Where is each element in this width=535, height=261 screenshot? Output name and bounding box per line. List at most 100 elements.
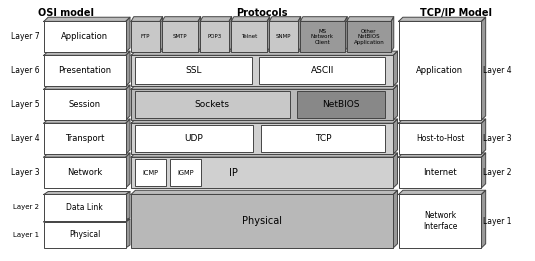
Polygon shape bbox=[399, 119, 486, 123]
Polygon shape bbox=[393, 85, 398, 120]
Polygon shape bbox=[229, 17, 232, 52]
Bar bbox=[44, 157, 126, 188]
Bar bbox=[261, 125, 385, 152]
Polygon shape bbox=[44, 51, 130, 55]
Bar bbox=[259, 57, 385, 84]
Text: NetBIOS: NetBIOS bbox=[323, 100, 360, 109]
Text: ASCII: ASCII bbox=[311, 66, 334, 75]
Text: IGMP: IGMP bbox=[177, 170, 194, 175]
Polygon shape bbox=[393, 153, 398, 188]
Polygon shape bbox=[347, 17, 394, 21]
Text: Internet: Internet bbox=[423, 168, 457, 177]
Polygon shape bbox=[393, 51, 398, 86]
Text: ICMP: ICMP bbox=[142, 170, 158, 175]
Text: SNMP: SNMP bbox=[276, 34, 292, 39]
Polygon shape bbox=[131, 51, 398, 55]
Polygon shape bbox=[126, 119, 130, 154]
Bar bbox=[131, 55, 393, 86]
Polygon shape bbox=[44, 17, 130, 21]
Text: Application: Application bbox=[416, 66, 463, 75]
Bar bbox=[44, 123, 126, 154]
Bar bbox=[170, 159, 201, 186]
Bar bbox=[269, 21, 298, 52]
Text: MS
Network
Client: MS Network Client bbox=[311, 28, 334, 45]
Bar bbox=[135, 125, 253, 152]
Text: OSI model: OSI model bbox=[37, 8, 94, 18]
Bar bbox=[135, 159, 166, 186]
Text: Layer 2: Layer 2 bbox=[13, 205, 39, 210]
Bar bbox=[297, 91, 385, 118]
Text: POP3: POP3 bbox=[208, 34, 221, 39]
Text: Layer 5: Layer 5 bbox=[11, 100, 40, 109]
Bar bbox=[399, 21, 482, 120]
Text: Session: Session bbox=[68, 100, 101, 109]
Bar bbox=[399, 157, 482, 188]
Polygon shape bbox=[131, 17, 163, 21]
Text: Network
Interface: Network Interface bbox=[423, 211, 457, 231]
Polygon shape bbox=[126, 85, 130, 120]
Bar bbox=[44, 194, 126, 221]
Polygon shape bbox=[131, 190, 398, 194]
Polygon shape bbox=[131, 153, 398, 157]
Polygon shape bbox=[131, 119, 398, 123]
Polygon shape bbox=[131, 85, 398, 89]
Text: Telnet: Telnet bbox=[241, 34, 257, 39]
Polygon shape bbox=[44, 85, 130, 89]
Polygon shape bbox=[482, 17, 486, 120]
Text: TCP: TCP bbox=[315, 134, 331, 143]
Text: Layer 3: Layer 3 bbox=[483, 134, 512, 143]
Polygon shape bbox=[482, 190, 486, 248]
Text: IP: IP bbox=[229, 168, 238, 177]
Bar bbox=[131, 157, 393, 188]
Polygon shape bbox=[393, 190, 398, 248]
Text: Physical: Physical bbox=[242, 216, 282, 226]
Text: Application: Application bbox=[61, 32, 109, 41]
Text: SSL: SSL bbox=[185, 66, 202, 75]
Text: Layer 2: Layer 2 bbox=[483, 168, 512, 177]
Text: Layer 1: Layer 1 bbox=[483, 217, 512, 226]
Bar bbox=[135, 91, 290, 118]
Polygon shape bbox=[200, 17, 232, 21]
Bar bbox=[44, 222, 126, 248]
Text: Layer 6: Layer 6 bbox=[11, 66, 40, 75]
Polygon shape bbox=[482, 119, 486, 154]
Text: Layer 7: Layer 7 bbox=[11, 32, 40, 41]
Polygon shape bbox=[399, 17, 486, 21]
Text: Data Link: Data Link bbox=[66, 203, 103, 212]
Polygon shape bbox=[44, 119, 130, 123]
Bar bbox=[200, 21, 229, 52]
Polygon shape bbox=[126, 153, 130, 188]
Text: SMTP: SMTP bbox=[173, 34, 187, 39]
Bar bbox=[44, 89, 126, 120]
Bar bbox=[131, 21, 160, 52]
Polygon shape bbox=[126, 51, 130, 86]
Text: Host-to-Host: Host-to-Host bbox=[416, 134, 464, 143]
Bar bbox=[399, 194, 482, 248]
Bar bbox=[131, 123, 393, 154]
Text: Other
NetBIOS
Application: Other NetBIOS Application bbox=[354, 28, 384, 45]
Text: Physical: Physical bbox=[69, 230, 101, 239]
Polygon shape bbox=[298, 17, 301, 52]
Text: FTP: FTP bbox=[141, 34, 150, 39]
Polygon shape bbox=[44, 153, 130, 157]
Polygon shape bbox=[198, 17, 201, 52]
Polygon shape bbox=[300, 17, 347, 21]
Polygon shape bbox=[393, 119, 398, 154]
Text: Sockets: Sockets bbox=[195, 100, 230, 109]
Bar bbox=[131, 194, 393, 248]
Text: Protocols: Protocols bbox=[236, 8, 288, 18]
Text: Layer 4: Layer 4 bbox=[11, 134, 40, 143]
Bar bbox=[347, 21, 391, 52]
Text: Transport: Transport bbox=[65, 134, 104, 143]
Bar bbox=[135, 57, 252, 84]
Polygon shape bbox=[391, 17, 394, 52]
Polygon shape bbox=[126, 219, 130, 248]
Bar bbox=[162, 21, 198, 52]
Text: TCP/IP Model: TCP/IP Model bbox=[420, 8, 492, 18]
Text: UDP: UDP bbox=[185, 134, 203, 143]
Polygon shape bbox=[399, 190, 486, 194]
Polygon shape bbox=[267, 17, 270, 52]
Polygon shape bbox=[44, 192, 130, 194]
Bar bbox=[300, 21, 345, 52]
Polygon shape bbox=[126, 192, 130, 221]
